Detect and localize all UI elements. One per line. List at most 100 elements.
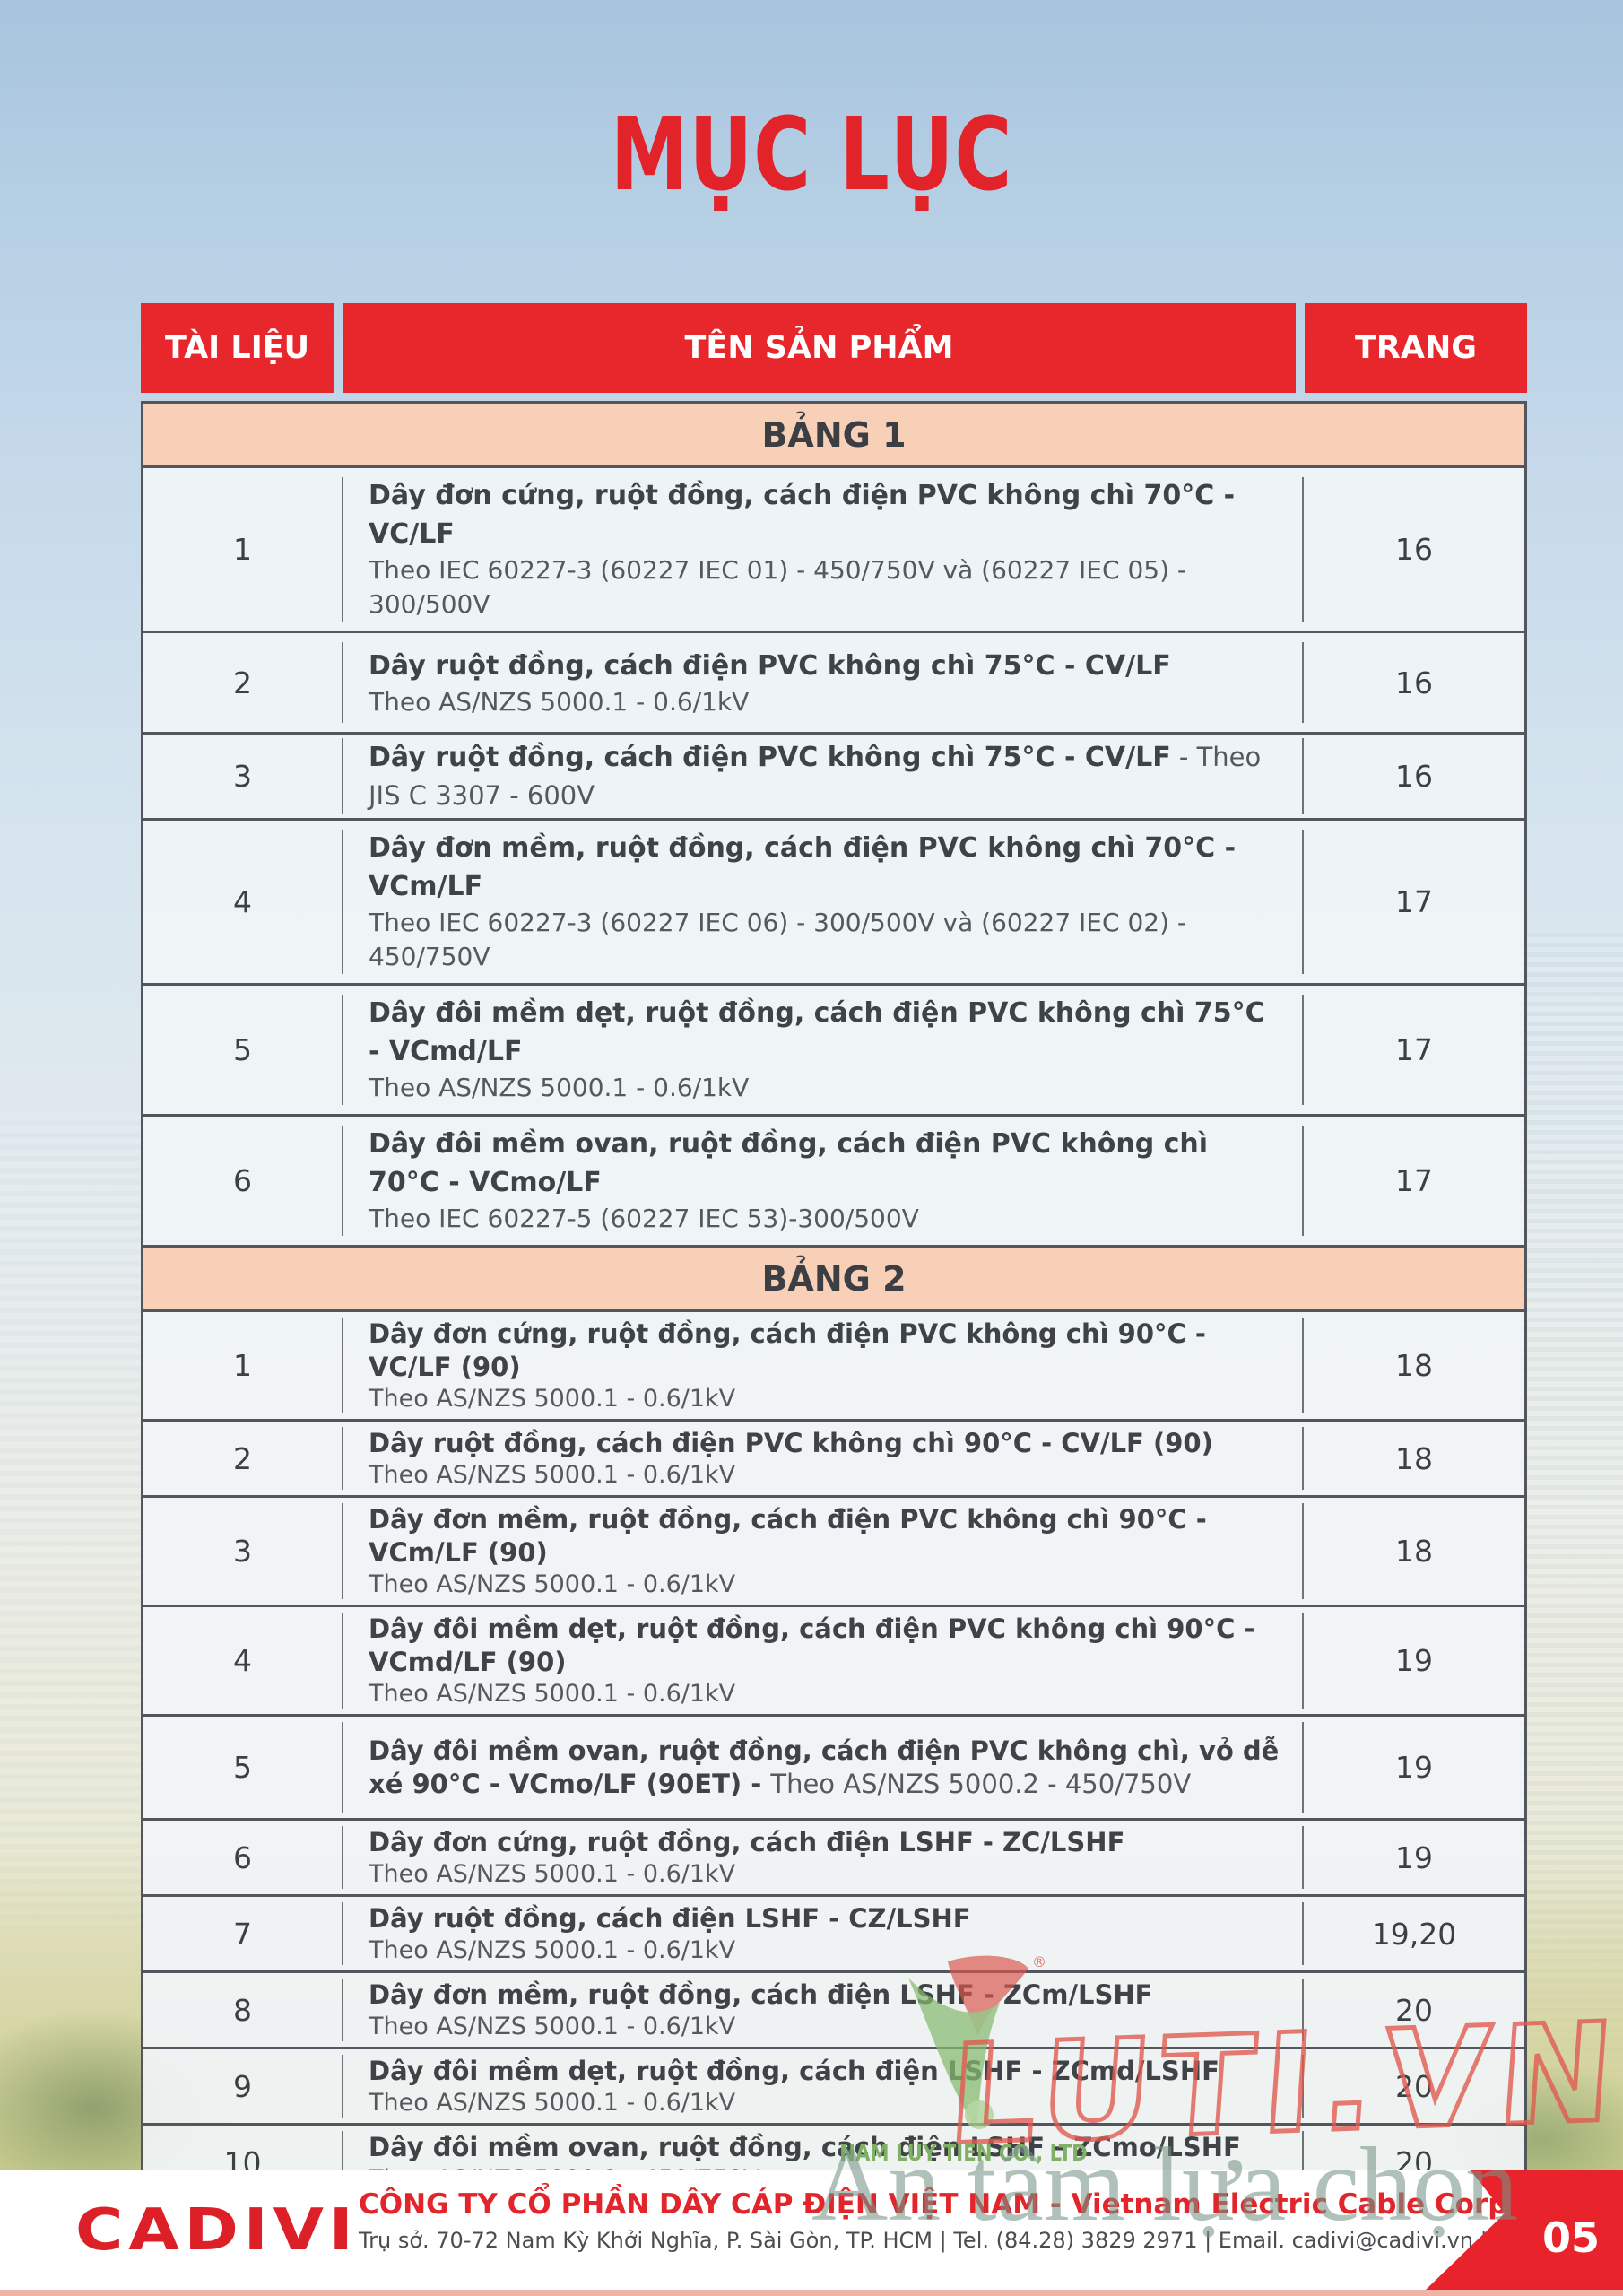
product-cell: Dây ruột đồng, cách điện PVC không chì 7… (343, 738, 1304, 814)
row-number-cell: 3 (143, 1503, 343, 1599)
row-number-cell: 1 (143, 477, 343, 622)
section-band: BẢNG 1 (143, 404, 1524, 468)
product-cell: Dây đơn mềm, ruột đồng, cách điện LSHF -… (343, 1979, 1304, 2041)
product-title: Dây đôi mềm dẹt, ruột đồng, cách điện LS… (369, 2056, 1219, 2086)
product-text: Dây đôi mềm ovan, ruột đồng, cách điện P… (369, 1126, 1282, 1236)
footer-bottom-strip (0, 2290, 1623, 2296)
product-cell: Dây đôi mềm dẹt, ruột đồng, cách điện PV… (343, 1613, 1304, 1709)
product-title: Dây đơn cứng, ruột đồng, cách điện LSHF … (369, 1827, 1125, 1857)
product-text: Dây đôi mềm dẹt, ruột đồng, cách điện PV… (369, 995, 1282, 1105)
product-cell: Dây đôi mềm dẹt, ruột đồng, cách điện LS… (343, 2055, 1304, 2118)
footer: CADIVI CÔNG TY CỔ PHẦN DÂY CÁP ĐIỆN VIỆT… (0, 2170, 1623, 2296)
column-header-page: TRANG (1305, 303, 1527, 393)
product-cell: Dây đơn mềm, ruột đồng, cách điện PVC kh… (343, 1503, 1304, 1599)
product-title: Dây đơn mềm, ruột đồng, cách điện PVC kh… (369, 1504, 1207, 1568)
product-title: Dây ruột đồng, cách điện LSHF - CZ/LSHF (369, 1903, 971, 1934)
column-header-document: TÀI LIỆU (141, 303, 334, 393)
table-row: 6 Dây đơn cứng, ruột đồng, cách điện LSH… (143, 1821, 1524, 1897)
product-cell: Dây ruột đồng, cách điện PVC không chì 9… (343, 1427, 1304, 1490)
product-title: Dây đơn cứng, ruột đồng, cách điện PVC k… (369, 480, 1236, 550)
product-text: Dây đôi mềm dẹt, ruột đồng, cách điện PV… (369, 1613, 1282, 1709)
product-cell: Dây đơn cứng, ruột đồng, cách điện LSHF … (343, 1826, 1304, 1889)
row-number-cell: 1 (143, 1318, 343, 1413)
product-title: Dây ruột đồng, cách điện PVC không chì 7… (369, 649, 1171, 682)
table-row: 2 Dây ruột đồng, cách điện PVC không chì… (143, 1422, 1524, 1498)
product-cell: Dây đơn cứng, ruột đồng, cách điện PVC k… (343, 477, 1304, 622)
page-number-cell: 18 (1395, 1348, 1433, 1383)
page-number-cell: 17 (1395, 1163, 1433, 1198)
toc-table: TÀI LIỆU TÊN SẢN PHẨM TRANG BẢNG 1 1 Dây… (141, 303, 1527, 2296)
product-title: Dây đơn mềm, ruột đồng, cách điện LSHF -… (369, 1979, 1153, 2010)
product-title: Dây đôi mềm ovan, ruột đồng, cách điện P… (369, 1735, 1280, 1799)
product-cell: Dây ruột đồng, cách điện LSHF - CZ/LSHF T… (343, 1902, 1304, 1965)
table-row: 5 Dây đôi mềm dẹt, ruột đồng, cách điện … (143, 986, 1524, 1117)
column-header-product-name: TÊN SẢN PHẨM (343, 303, 1296, 393)
page-number-cell: 19 (1395, 1839, 1433, 1875)
product-text: Dây ruột đồng, cách điện PVC không chì 9… (369, 1427, 1282, 1490)
row-number-cell: 3 (143, 738, 343, 814)
page-number-cell: 17 (1395, 884, 1433, 919)
row-number-cell: 4 (143, 830, 343, 974)
footer-address: Trụ sở. 70-72 Nam Kỳ Khởi Nghĩa, P. Sài … (359, 2228, 1623, 2253)
nam-luy-tien-watermark-text: NAM LUY TIEN CO., LTD (839, 2140, 1088, 2166)
product-cell: Dây đôi mềm ovan, ruột đồng, cách điện P… (343, 1722, 1304, 1813)
product-title: Dây đơn cứng, ruột đồng, cách điện PVC k… (369, 1318, 1206, 1382)
product-standard: Theo AS/NZS 5000.1 - 0.6/1kV (369, 1385, 736, 1413)
table-row: 1 Dây đơn cứng, ruột đồng, cách điện PVC… (143, 468, 1524, 633)
row-number-cell: 4 (143, 1613, 343, 1709)
product-standard: Theo AS/NZS 5000.1 - 0.6/1kV (369, 1570, 736, 1598)
product-standard: Theo IEC 60227-3 (60227 IEC 01) - 450/75… (369, 555, 1187, 619)
product-cell: Dây ruột đồng, cách điện PVC không chì 7… (343, 642, 1304, 723)
table-row: 4 Dây đôi mềm dẹt, ruột đồng, cách điện … (143, 1607, 1524, 1717)
row-number-cell: 8 (143, 1979, 343, 2041)
product-text: Dây đôi mềm dẹt, ruột đồng, cách điện LS… (369, 2055, 1282, 2118)
product-title: Dây ruột đồng, cách điện PVC không chì 9… (369, 1428, 1213, 1458)
product-standard: Theo AS/NZS 5000.1 - 0.6/1kV (369, 1461, 736, 1489)
cadivi-logo: CADIVI (75, 2197, 359, 2264)
product-title: Dây đôi mềm ovan, ruột đồng, cách điện L… (369, 2132, 1241, 2162)
page-number-cell: 16 (1395, 759, 1433, 794)
product-standard: Theo AS/NZS 5000.1 - 0.6/1kV (369, 1073, 750, 1102)
page-title: MỤC LỤC (610, 97, 1013, 213)
product-standard: Theo AS/NZS 5000.1 - 0.6/1kV (369, 1680, 736, 1708)
product-text: Dây đơn cứng, ruột đồng, cách điện LSHF … (369, 1826, 1282, 1889)
row-number-cell: 5 (143, 1722, 343, 1813)
product-standard: Theo AS/NZS 5000.1 - 0.6/1kV (369, 2013, 736, 2040)
product-text: Dây ruột đồng, cách điện PVC không chì 7… (369, 738, 1282, 814)
table-row: 2 Dây ruột đồng, cách điện PVC không chì… (143, 633, 1524, 735)
footer-page-number: 05 (1541, 2213, 1600, 2262)
product-text: Dây đôi mềm ovan, ruột đồng, cách điện P… (369, 1735, 1282, 1801)
product-title: Dây đôi mềm dẹt, ruột đồng, cách điện PV… (369, 997, 1265, 1067)
product-text: Dây đơn cứng, ruột đồng, cách điện PVC k… (369, 1318, 1282, 1413)
table-row: 3 Dây đơn mềm, ruột đồng, cách điện PVC … (143, 1498, 1524, 1607)
section-band: BẢNG 2 (143, 1248, 1524, 1312)
table-row: 1 Dây đơn cứng, ruột đồng, cách điện PVC… (143, 1312, 1524, 1422)
page-number-cell: 20 (1395, 2068, 1433, 2104)
row-number-cell: 6 (143, 1826, 343, 1889)
product-title: Dây đôi mềm dẹt, ruột đồng, cách điện PV… (369, 1613, 1255, 1677)
product-title: Dây ruột đồng, cách điện PVC không chì 7… (369, 742, 1171, 773)
table-row: 3 Dây ruột đồng, cách điện PVC không chì… (143, 735, 1524, 821)
product-title: Dây đơn mềm, ruột đồng, cách điện PVC kh… (369, 832, 1237, 902)
row-number-cell: 2 (143, 1427, 343, 1490)
product-text: Dây đơn mềm, ruột đồng, cách điện PVC kh… (369, 830, 1282, 974)
row-number-cell: 2 (143, 642, 343, 723)
product-title: Dây đôi mềm ovan, ruột đồng, cách điện P… (369, 1128, 1209, 1198)
page-number-cell: 16 (1395, 532, 1433, 567)
page-number-cell: 17 (1395, 1032, 1433, 1067)
table-row: 9 Dây đôi mềm dẹt, ruột đồng, cách điện … (143, 2049, 1524, 2126)
footer-bar (0, 2170, 1623, 2290)
product-text: Dây đơn mềm, ruột đồng, cách điện LSHF -… (369, 1979, 1282, 2041)
product-text: Dây đơn cứng, ruột đồng, cách điện PVC k… (369, 477, 1282, 622)
page-number-cell: 20 (1395, 1992, 1433, 2028)
product-cell: Dây đôi mềm ovan, ruột đồng, cách điện P… (343, 1126, 1304, 1236)
background-city-left (0, 1121, 141, 1928)
page-number-cell: 18 (1395, 1534, 1433, 1569)
nam-luy-tien-logo-watermark: ® (908, 1953, 1045, 2130)
section-band-label: BẢNG 1 (761, 414, 907, 455)
product-standard: Theo AS/NZS 5000.1 - 0.6/1kV (369, 686, 750, 717)
an-tam-lua-chon-watermark: An tâm lựa chọn (812, 2126, 1519, 2243)
row-number-cell: 7 (143, 1902, 343, 1965)
svg-text:®: ® (1032, 1953, 1045, 1970)
